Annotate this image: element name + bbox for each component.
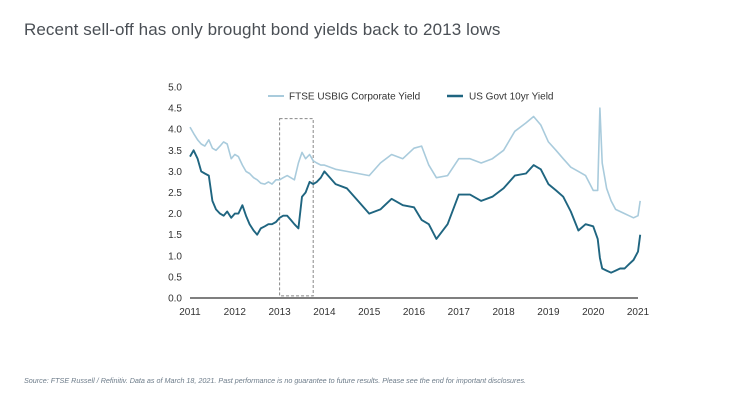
y-tick-label: 0.5 — [168, 272, 182, 283]
series-lines — [189, 107, 642, 274]
x-tick-label: 2020 — [582, 307, 605, 318]
y-tick-label: 1.0 — [168, 251, 182, 262]
x-tick-label: 2016 — [403, 307, 426, 318]
y-tick-label: 2.0 — [168, 209, 182, 220]
x-tick-label: 2021 — [627, 307, 650, 318]
legend-label-corporate: FTSE USBIG Corporate Yield — [289, 92, 420, 103]
x-tick-label: 2019 — [537, 307, 560, 318]
x-tick-label: 2018 — [492, 307, 515, 318]
legend-label-govt: US Govt 10yr Yield — [469, 92, 553, 103]
x-tick-label: 2012 — [224, 307, 247, 318]
series-line-corporate — [189, 107, 641, 219]
y-tick-label: 4.0 — [168, 125, 182, 136]
x-tick-label: 2011 — [179, 307, 201, 318]
source-footnote: Source: FTSE Russell / Refinitiv. Data a… — [24, 376, 527, 385]
y-tick-label: 5.0 — [168, 83, 182, 94]
x-axis-ticks: 2011 2012 2013 2014 2015 2016 2017 2018 2019 2020… — [179, 307, 649, 318]
x-tick-label: 2014 — [313, 307, 336, 318]
y-tick-label: 2.5 — [168, 188, 182, 199]
series-line-govt — [189, 149, 642, 274]
x-tick-label: 2017 — [448, 307, 471, 318]
chart-legend: FTSE USBIG Corporate Yield US Govt 10yr … — [268, 92, 553, 103]
yield-line-chart: FTSE USBIG Corporate Yield US Govt 10yr … — [168, 83, 649, 319]
y-tick-label: 3.0 — [168, 167, 182, 178]
chart-headline: Recent sell-off has only brought bond yi… — [24, 20, 501, 39]
y-tick-label: 4.5 — [168, 104, 182, 115]
y-tick-label: 3.5 — [168, 146, 182, 157]
y-tick-label: 1.5 — [168, 230, 182, 241]
y-tick-label: 0.0 — [168, 294, 182, 305]
highlight-2013-box — [279, 118, 314, 297]
x-tick-label: 2015 — [358, 307, 381, 318]
x-tick-label: 2013 — [268, 307, 291, 318]
y-axis-ticks: 0.0 0.5 1.0 1.5 2.0 2.5 3.0 3.5 4.0 4.5 5.0 — [168, 83, 182, 305]
